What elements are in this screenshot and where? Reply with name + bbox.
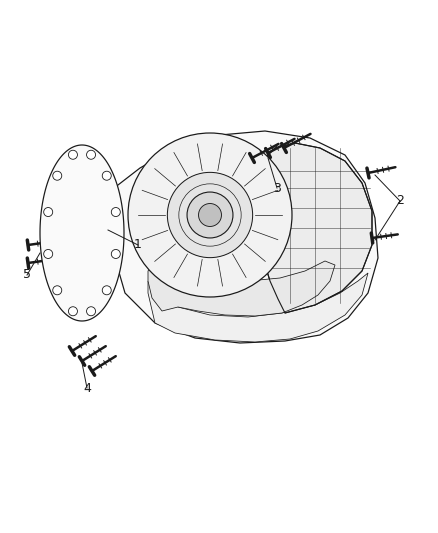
Circle shape bbox=[187, 192, 233, 238]
Polygon shape bbox=[258, 143, 372, 313]
Circle shape bbox=[111, 249, 120, 259]
Circle shape bbox=[87, 150, 95, 159]
Polygon shape bbox=[148, 261, 335, 316]
Circle shape bbox=[128, 133, 292, 297]
Polygon shape bbox=[108, 131, 378, 343]
Circle shape bbox=[102, 286, 111, 295]
Circle shape bbox=[111, 207, 120, 216]
Text: 3: 3 bbox=[273, 182, 281, 195]
Circle shape bbox=[167, 172, 253, 257]
Circle shape bbox=[68, 306, 78, 316]
Circle shape bbox=[68, 150, 78, 159]
Circle shape bbox=[87, 306, 95, 316]
Text: 4: 4 bbox=[83, 382, 91, 394]
Text: 1: 1 bbox=[134, 238, 142, 252]
Circle shape bbox=[102, 171, 111, 180]
Polygon shape bbox=[148, 273, 368, 342]
Text: 2: 2 bbox=[396, 195, 404, 207]
Circle shape bbox=[53, 286, 62, 295]
Circle shape bbox=[44, 207, 53, 216]
Circle shape bbox=[53, 171, 62, 180]
Circle shape bbox=[44, 249, 53, 259]
Text: 5: 5 bbox=[23, 269, 31, 281]
Circle shape bbox=[198, 204, 222, 227]
Polygon shape bbox=[40, 145, 124, 321]
